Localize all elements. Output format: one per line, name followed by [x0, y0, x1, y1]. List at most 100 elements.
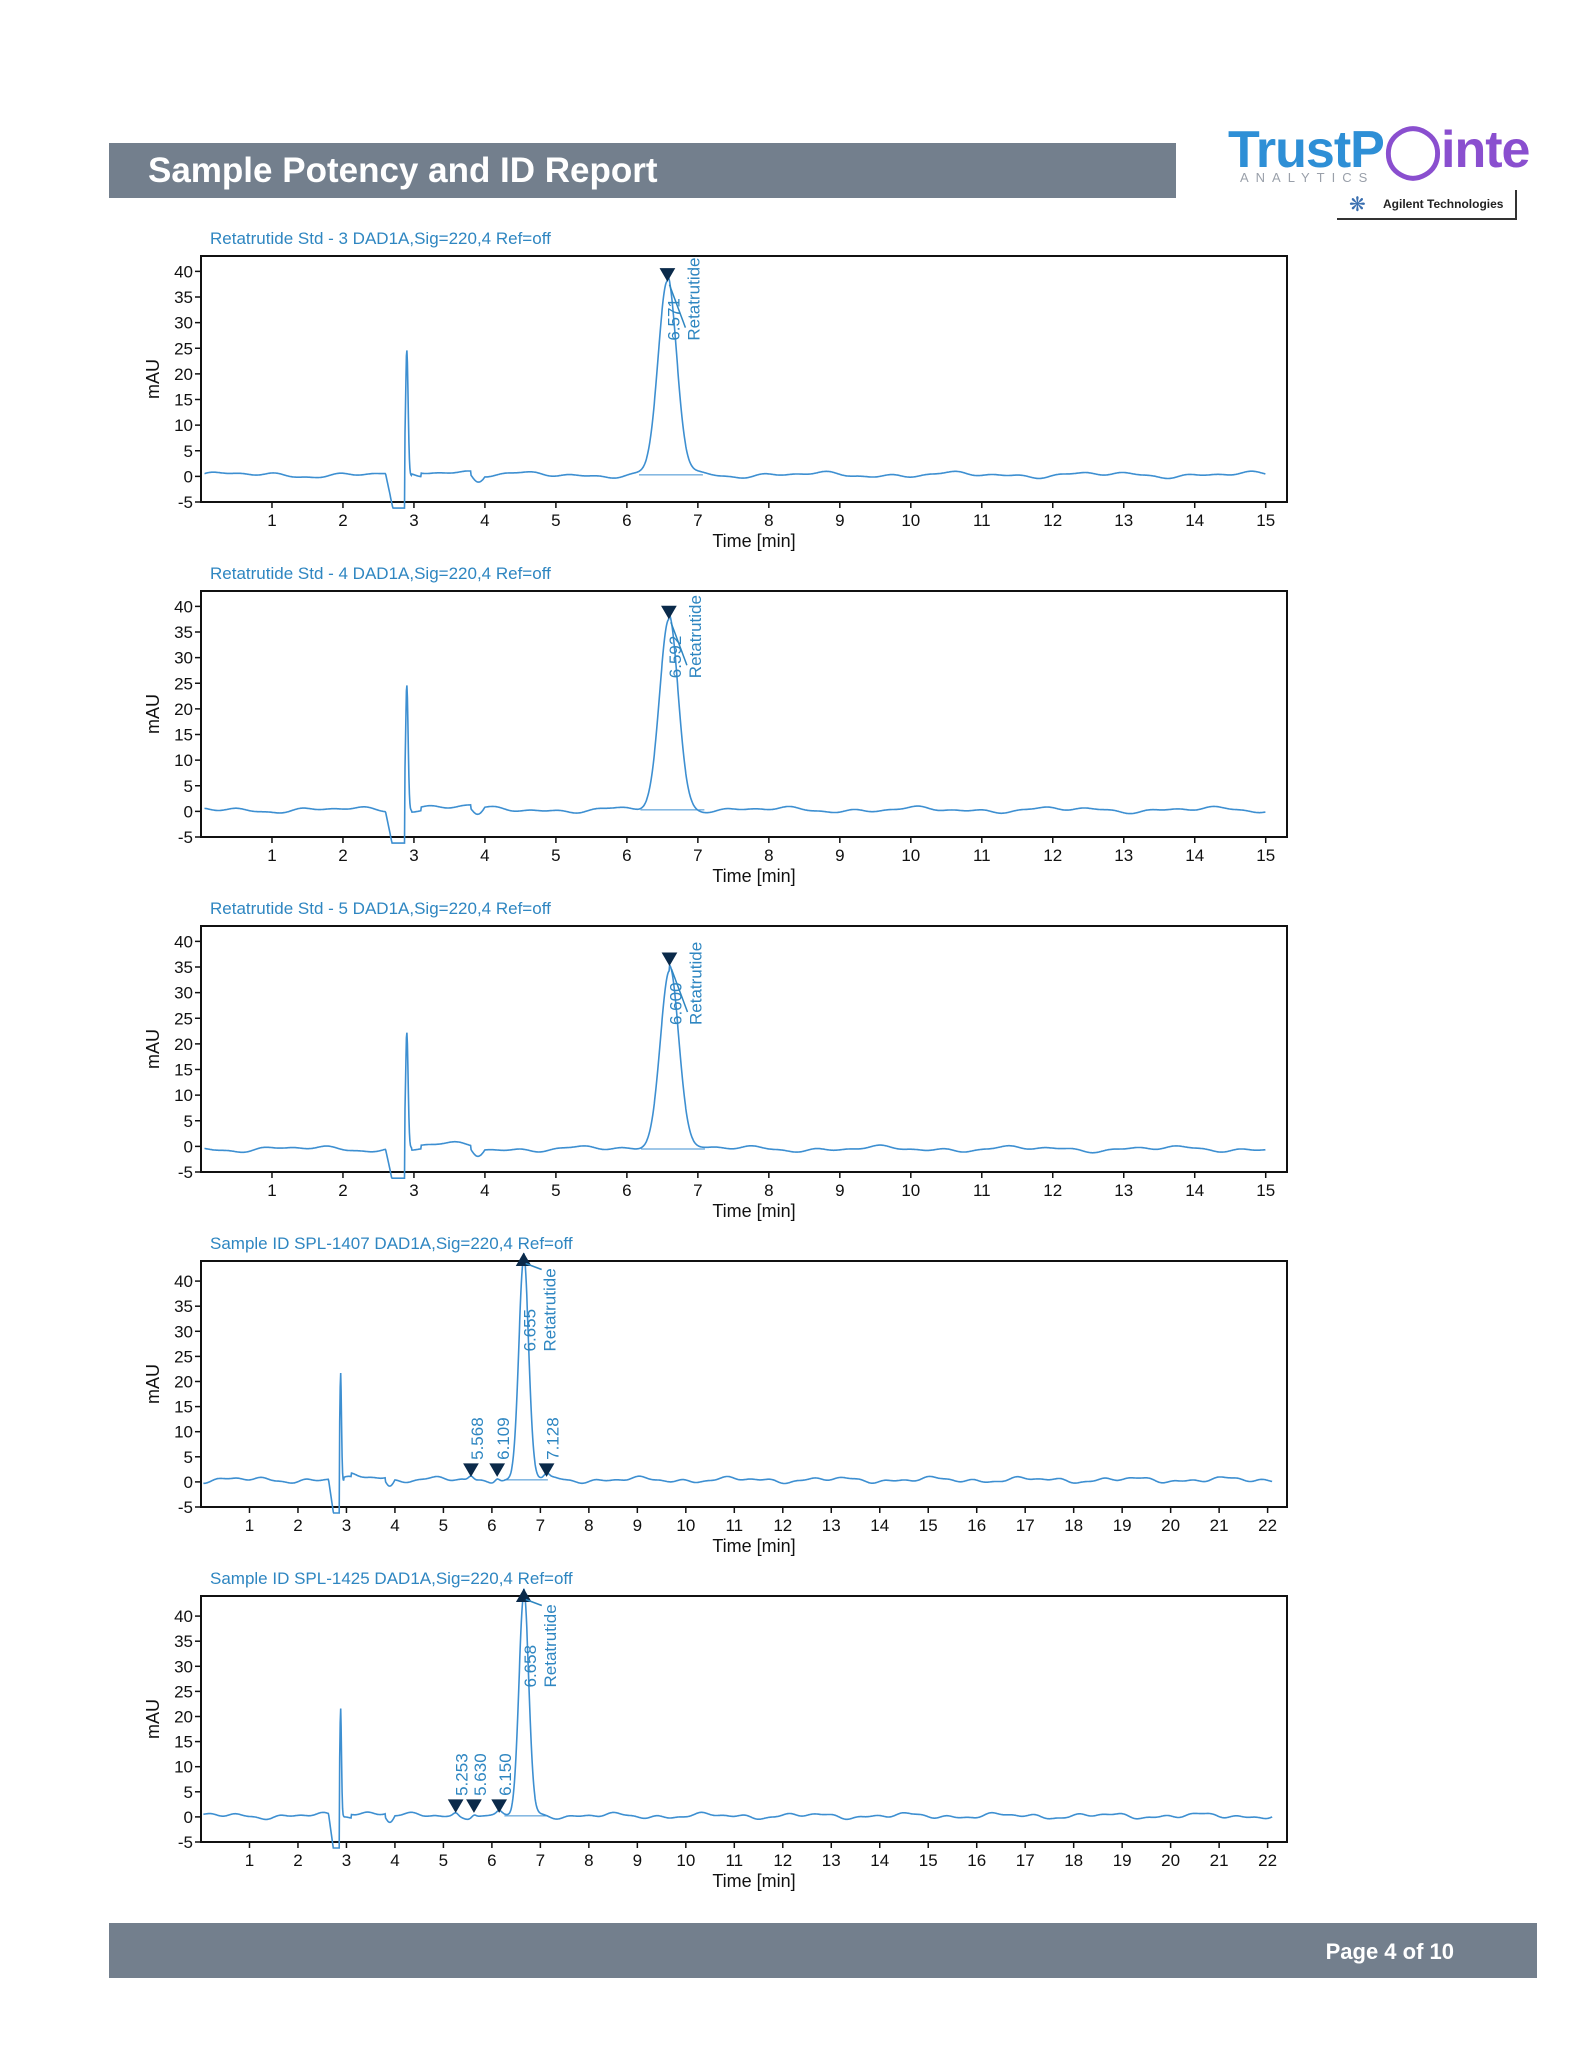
y-tick-label: 30 [174, 1322, 193, 1341]
x-tick-label: 3 [409, 1181, 418, 1200]
x-tick-label: 1 [267, 511, 276, 530]
x-axis-label: Time [min] [712, 1871, 795, 1891]
x-tick-label: 3 [409, 511, 418, 530]
x-tick-label: 16 [967, 1516, 986, 1535]
y-tick-label: 30 [174, 649, 193, 668]
x-tick-label: 13 [1114, 846, 1133, 865]
y-tick-label: 10 [174, 751, 193, 770]
x-tick-label: 8 [764, 1181, 773, 1200]
y-tick-label: 0 [184, 1473, 193, 1492]
x-tick-label: 12 [1043, 1181, 1062, 1200]
y-tick-label: 25 [174, 1682, 193, 1701]
logo-brand-part2: inte [1441, 121, 1530, 179]
y-tick-label: -5 [178, 1163, 193, 1182]
y-tick-label: 10 [174, 1758, 193, 1777]
x-tick-label: 12 [773, 1851, 792, 1870]
x-tick-label: 13 [822, 1851, 841, 1870]
x-tick-label: 3 [409, 846, 418, 865]
plot-frame [200, 925, 1288, 1173]
x-tick-label: 18 [1064, 1516, 1083, 1535]
x-tick-label: 5 [551, 511, 560, 530]
y-tick-label: 5 [184, 1783, 193, 1802]
chart-title: Retatrutide Std - 4 DAD1A,Sig=220,4 Ref=… [210, 564, 551, 583]
report-footer-bar: Page 4 of 10 [109, 1923, 1537, 1978]
y-tick-label: 5 [184, 1112, 193, 1131]
y-tick-label: 25 [174, 1347, 193, 1366]
peak-leader-line [670, 968, 689, 1013]
y-tick-label: 40 [174, 1607, 193, 1626]
x-tick-label: 11 [973, 846, 991, 865]
y-tick-label: 15 [174, 391, 193, 410]
y-tick-label: -5 [178, 493, 193, 512]
agilent-logo: ❋ Agilent Technologies [1337, 190, 1517, 220]
x-tick-label: 18 [1064, 1851, 1083, 1870]
peak-marker [538, 1463, 555, 1477]
x-axis-label: Time [min] [712, 866, 795, 886]
plot-frame [200, 590, 1288, 838]
x-tick-label: 2 [293, 1516, 302, 1535]
x-tick-label: 22 [1258, 1516, 1277, 1535]
y-tick-label: 5 [184, 777, 193, 796]
x-tick-label: 4 [390, 1851, 399, 1870]
y-tick-label: 15 [174, 1398, 193, 1417]
peak-name-label: Retatrutide [686, 942, 705, 1025]
peak-leader-line [668, 284, 687, 328]
x-tick-label: 5 [551, 846, 560, 865]
x-tick-label: 6 [622, 1181, 631, 1200]
x-tick-label: 6 [622, 846, 631, 865]
peak-marker [489, 1463, 506, 1477]
x-tick-label: 12 [773, 1516, 792, 1535]
peak-rt-label: 6.109 [494, 1417, 513, 1460]
signal-trace [204, 273, 1266, 509]
x-tick-label: 6 [622, 511, 631, 530]
x-tick-label: 1 [267, 1181, 276, 1200]
x-tick-label: 3 [342, 1851, 351, 1870]
peak-rt-label: 6.592 [666, 636, 685, 679]
x-tick-label: 8 [584, 1516, 593, 1535]
y-tick-label: 30 [174, 314, 193, 333]
x-tick-label: 6 [487, 1851, 496, 1870]
peak-marker [661, 605, 677, 620]
x-tick-label: 9 [633, 1516, 642, 1535]
peak-marker [515, 1588, 532, 1603]
x-tick-label: 4 [480, 511, 489, 530]
y-tick-label: -5 [178, 1498, 193, 1517]
x-tick-label: 14 [1185, 846, 1204, 865]
x-tick-label: 14 [1185, 1181, 1204, 1200]
chart-title: Retatrutide Std - 5 DAD1A,Sig=220,4 Ref=… [210, 899, 551, 918]
y-tick-label: 0 [184, 802, 193, 821]
y-tick-label: -5 [178, 1833, 193, 1852]
x-tick-label: 19 [1113, 1516, 1132, 1535]
y-tick-label: 20 [174, 1707, 193, 1726]
chromatogram-3: Retatrutide Std - 5 DAD1A,Sig=220,4 Ref=… [143, 899, 1288, 1221]
peak-rt-label: 6.658 [521, 1645, 540, 1688]
x-tick-label: 2 [293, 1851, 302, 1870]
x-tick-label: 15 [1256, 846, 1275, 865]
x-tick-label: 5 [439, 1851, 448, 1870]
peak-rt-label: 6.655 [521, 1309, 540, 1352]
peak-marker [661, 952, 678, 966]
y-tick-label: 20 [174, 700, 193, 719]
report-title: Sample Potency and ID Report [148, 151, 658, 190]
y-tick-label: 10 [174, 416, 193, 435]
agilent-name: Agilent Technologies [1383, 197, 1504, 211]
peak-rt-label: 7.128 [544, 1417, 563, 1460]
x-tick-label: 8 [584, 1851, 593, 1870]
y-tick-label: 15 [174, 1733, 193, 1752]
y-tick-label: 10 [174, 1086, 193, 1105]
y-tick-label: 25 [174, 1009, 193, 1028]
x-tick-label: 10 [676, 1516, 695, 1535]
x-tick-label: 4 [480, 846, 489, 865]
x-tick-label: 7 [693, 1181, 702, 1200]
x-tick-label: 17 [1016, 1516, 1035, 1535]
y-axis-label: mAU [143, 694, 163, 734]
y-tick-label: 35 [174, 1632, 193, 1651]
x-tick-label: 2 [338, 846, 347, 865]
x-tick-label: 14 [1185, 511, 1204, 530]
peak-marker [466, 1799, 482, 1813]
x-tick-label: 9 [835, 1181, 844, 1200]
chromatogram-1: Retatrutide Std - 3 DAD1A,Sig=220,4 Ref=… [143, 229, 1288, 551]
x-tick-label: 14 [870, 1851, 889, 1870]
x-tick-label: 14 [870, 1516, 889, 1535]
x-tick-label: 12 [1043, 511, 1062, 530]
